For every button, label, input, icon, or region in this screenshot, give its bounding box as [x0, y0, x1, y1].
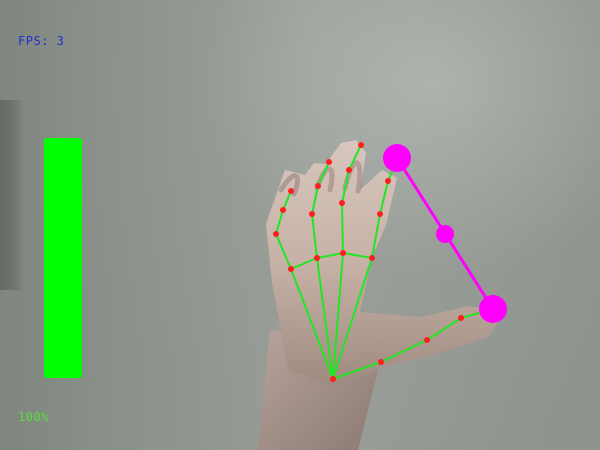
volume-level-bar: [44, 138, 82, 378]
landmark-middle-joint: [315, 183, 321, 189]
hand-landmarks: [273, 142, 464, 382]
landmark-pinky-mid: [377, 211, 383, 217]
landmark-index-mid: [273, 231, 279, 237]
landmark-middle-base: [314, 255, 320, 261]
landmark-index-tip: [288, 188, 294, 194]
landmark-ring-joint: [346, 167, 352, 173]
volume-level-fill: [44, 138, 82, 378]
landmark-ring-mid: [339, 200, 345, 206]
fps-readout: FPS: 3: [18, 34, 65, 48]
landmark-thumb-2: [424, 337, 430, 343]
volume-gesture-overlay: [383, 144, 507, 323]
landmark-middle-mid: [309, 211, 315, 217]
landmark-thumb-1: [378, 359, 384, 365]
landmark-thumb-3: [458, 315, 464, 321]
landmark-ring-tip: [358, 142, 364, 148]
hand-image: [266, 140, 505, 386]
camera-background-shadow: [0, 100, 24, 290]
landmark-wrist: [330, 376, 336, 382]
volume-percentage: 100%: [18, 410, 49, 424]
pinch-midpoint: [436, 225, 454, 243]
thumb-pinch-point: [479, 295, 507, 323]
landmark-ring-base: [340, 250, 346, 256]
landmark-middle-tip: [326, 159, 332, 165]
landmark-pinky-base: [369, 255, 375, 261]
finger-shadow-1: [278, 173, 300, 197]
landmark-index-base: [288, 266, 294, 272]
palm-skeleton-line: [290, 251, 373, 270]
landmark-pinky-joint: [385, 178, 391, 184]
landmark-index-joint: [280, 207, 286, 213]
index-pinch-point: [383, 144, 411, 172]
